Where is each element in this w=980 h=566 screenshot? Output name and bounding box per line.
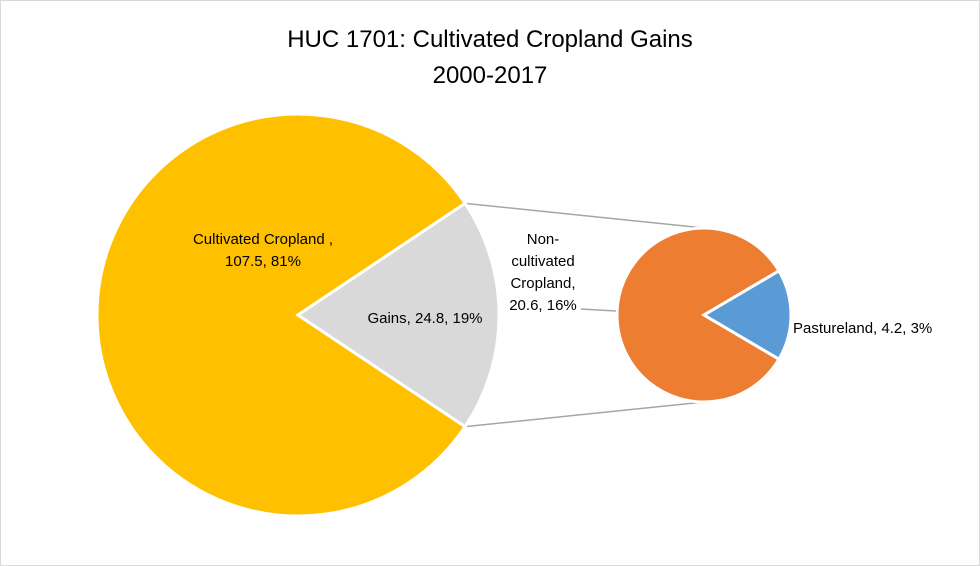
chart-title-line-2: 2000-2017 [433,62,548,89]
data-label-non-cultivated-cropland-line: Non- [527,231,560,248]
data-label-gains: Gains, 24.8, 19% [367,310,482,327]
main-pie [95,112,501,518]
secondary-pie [615,226,793,404]
chart-title: HUC 1701: Cultivated Cropland Gains 2000… [287,26,693,89]
pie-slice-cultivated-cropland [95,112,468,518]
leader-line-non-cultivated [580,308,617,312]
data-label-cultivated-cropland: Cultivated Cropland , 107.5, 81% [193,231,333,270]
data-label-non-cultivated-cropland: Non-cultivated Cropland, 20.6, 16% [509,231,577,314]
data-label-non-cultivated-cropland-line: 20.6, 16% [509,297,577,314]
data-label-cultivated-cropland-line: 107.5, 81% [225,253,301,270]
leader-lines [580,308,617,312]
data-label-cultivated-cropland-line: Cultivated Cropland , [193,231,333,248]
connector-lines [465,202,705,428]
data-label-non-cultivated-cropland-line: Cropland, [510,275,575,292]
data-label-pastureland-line: Pastureland, 4.2, 3% [793,320,932,337]
connector-line-top [465,202,705,229]
connector-line-bottom [465,401,705,428]
data-label-non-cultivated-cropland-line: cultivated [511,253,574,270]
data-label-pastureland: Pastureland, 4.2, 3% [793,320,932,337]
chart-title-line-1: HUC 1701: Cultivated Cropland Gains [287,26,693,53]
pie-slice-pastureland [701,268,793,362]
data-labels: Cultivated Cropland , 107.5, 81% Gains, 24… [193,231,932,337]
data-label-gains-line: Gains, 24.8, 19% [367,310,482,327]
pie-slice-non-cultivated-cropland [615,226,782,404]
pie-slice-gains [295,201,501,429]
